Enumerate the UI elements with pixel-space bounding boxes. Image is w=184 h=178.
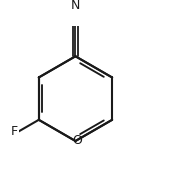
Text: F: F xyxy=(10,125,17,138)
Text: O: O xyxy=(72,135,82,148)
Text: N: N xyxy=(71,0,80,12)
